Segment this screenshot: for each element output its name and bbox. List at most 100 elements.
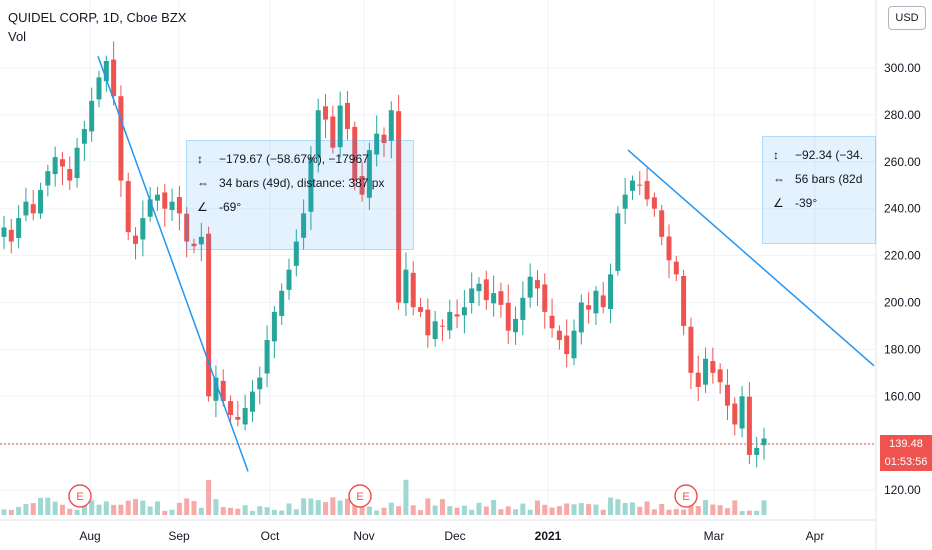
- volume-bar: [527, 509, 533, 515]
- volume-bar: [651, 509, 657, 515]
- currency-button[interactable]: USD: [888, 6, 926, 30]
- candle-body: [432, 321, 438, 340]
- y-tick-label: 240.00: [884, 202, 921, 216]
- candle-body: [242, 408, 248, 425]
- volume-bar: [447, 506, 453, 515]
- volume-bar: [89, 500, 95, 515]
- candle-body: [527, 276, 533, 298]
- volume-bar: [593, 504, 599, 515]
- volume-bar: [30, 503, 36, 515]
- x-tick-label: Nov: [353, 529, 374, 543]
- candle-body: [140, 218, 146, 240]
- candle-body: [447, 311, 453, 331]
- y-tick-label: 300.00: [884, 61, 921, 75]
- candle-body: [629, 180, 635, 191]
- angle-icon: ∠: [197, 200, 208, 214]
- measure-box-right[interactable]: ↕ −92.34 (−34. ⇔ 56 bars (82d ∠ -39°: [762, 136, 876, 244]
- volume-bar: [513, 509, 519, 515]
- volume-bar: [703, 500, 709, 515]
- volume-bar: [118, 504, 124, 515]
- candle-body: [637, 184, 643, 186]
- volume-bar: [374, 510, 380, 515]
- volume-bar: [184, 498, 190, 515]
- trendline-1: [97, 56, 249, 472]
- candle-body: [308, 157, 314, 212]
- volume-bar: [461, 505, 467, 515]
- last-price-label: 139.48: [880, 435, 932, 453]
- candle-body: [133, 235, 139, 244]
- candle-body: [534, 280, 540, 289]
- measure-box-left[interactable]: ↕ −179.67 (−58.67%), −17967 ⇔ 34 bars (49d…: [186, 140, 414, 250]
- volume-bar: [206, 479, 212, 515]
- candle-body: [754, 447, 760, 455]
- volume-bar: [103, 501, 109, 515]
- candle-body: [286, 269, 292, 290]
- volume-bar: [96, 504, 102, 515]
- y-tick-label: 260.00: [884, 155, 921, 169]
- volume-bar: [308, 498, 314, 515]
- earnings-marker: [68, 484, 92, 508]
- y-tick-label: 160.00: [884, 389, 921, 403]
- candle-body: [118, 96, 124, 181]
- y-tick-label: 200.00: [884, 296, 921, 310]
- candle-body: [483, 279, 489, 301]
- candle-body: [228, 401, 234, 416]
- candle-body: [710, 361, 716, 373]
- volume-bar: [425, 498, 431, 515]
- volume-bar: [16, 507, 22, 515]
- volume-bar: [476, 502, 482, 515]
- x-tick-label: Aug: [79, 529, 100, 543]
- candle-body: [476, 283, 482, 292]
- candle-body: [600, 295, 606, 308]
- earnings-marker-label: E: [76, 491, 83, 503]
- candle-body: [461, 307, 467, 316]
- grid-lines: [0, 0, 877, 550]
- volume-bar: [542, 504, 548, 515]
- candle-body: [396, 111, 402, 303]
- volume-bar: [600, 509, 606, 515]
- volume-bar: [396, 506, 402, 515]
- volume-bar: [344, 498, 350, 515]
- volume-indicator-label[interactable]: Vol: [8, 29, 27, 44]
- volume-bar: [359, 501, 365, 515]
- volume-bar: [739, 510, 745, 515]
- candle-body: [571, 330, 577, 359]
- candle-body: [279, 290, 285, 316]
- volume-bar: [1, 509, 7, 515]
- volume-bar: [220, 507, 226, 515]
- earnings-marker: [348, 484, 372, 508]
- candle-body: [673, 261, 679, 275]
- candle-body: [403, 269, 409, 304]
- candle-body: [111, 59, 117, 97]
- candle-body: [622, 194, 628, 209]
- candle-body: [578, 302, 584, 333]
- candle-body: [235, 416, 241, 420]
- volume-bar: [746, 510, 752, 515]
- x-tick-label: Mar: [704, 529, 725, 543]
- volume-bar: [681, 509, 687, 515]
- candle-body: [549, 315, 555, 329]
- candle-body: [615, 213, 621, 271]
- volume-bar: [111, 504, 117, 515]
- candle-body: [176, 197, 182, 214]
- volume-bar: [498, 509, 504, 515]
- candle-body: [410, 272, 416, 308]
- volume-bar: [45, 497, 51, 515]
- candle-body: [344, 102, 350, 129]
- volume-bar: [469, 509, 475, 515]
- y-tick-label: 220.00: [884, 249, 921, 263]
- candle-body: [418, 307, 424, 312]
- volume-bar: [271, 509, 277, 515]
- candle-body: [564, 335, 570, 355]
- bar-countdown: 01:53:56: [880, 453, 932, 471]
- volume-bar: [8, 509, 14, 515]
- candle-body: [315, 110, 321, 158]
- volume-bar: [637, 506, 643, 515]
- volume-bar: [38, 497, 44, 515]
- candle-body: [184, 213, 190, 242]
- candle-body: [366, 150, 372, 198]
- candle-body: [520, 297, 526, 320]
- volume-bar: [125, 500, 131, 515]
- volume-bar: [432, 505, 438, 515]
